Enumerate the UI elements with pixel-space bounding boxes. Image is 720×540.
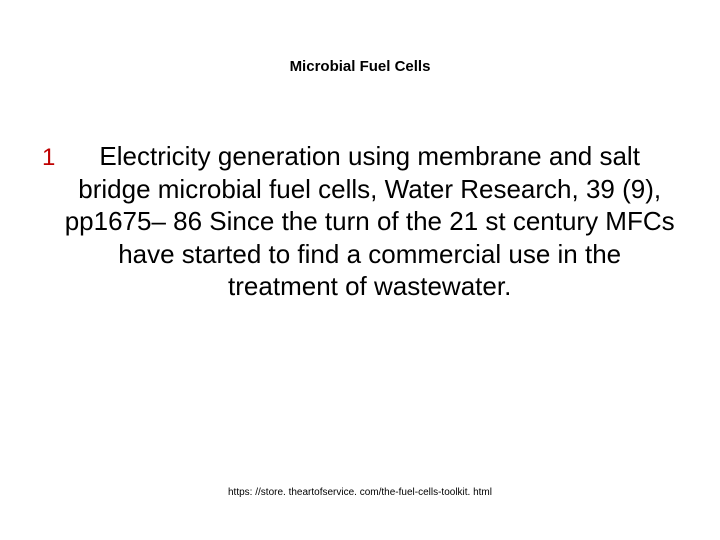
bullet-row: 1 Electricity generation using membrane … — [42, 140, 678, 303]
slide-footer-url: https: //store. theartofservice. com/the… — [0, 487, 720, 498]
body-text-content: Electricity generation using membrane an… — [61, 140, 678, 303]
slide: Microbial Fuel Cells 1 Electricity gener… — [0, 0, 720, 540]
slide-title: Microbial Fuel Cells — [0, 58, 720, 75]
slide-body: 1 Electricity generation using membrane … — [42, 140, 678, 303]
bullet-marker: 1 — [42, 142, 55, 173]
